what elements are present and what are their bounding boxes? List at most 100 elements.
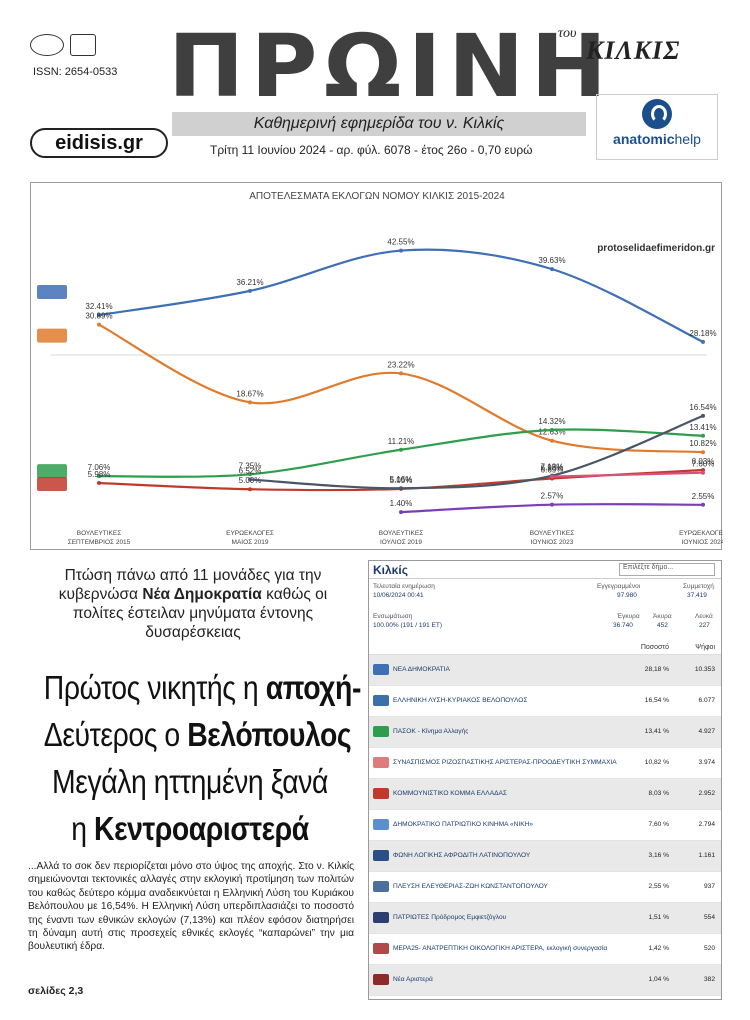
data-point: [399, 510, 403, 515]
table-row[interactable]: ΦΩΝΗ ΛΟΓΙΚΗΣ ΑΦΡΟΔΙΤΗ ΛΑΤΙΝΟΠΟΥΛΟΥ 3,16 %…: [369, 841, 721, 872]
data-point: [248, 477, 252, 482]
results-meta: Τελευταία ενημέρωση 10/06/2024 00:41 Ενσ…: [369, 579, 721, 641]
chart-watermark: protoselidaefimeridon.gr: [597, 243, 715, 254]
party-name: ΕΛΛΗΝΙΚΗ ΛΥΣΗ-ΚΥΡΙΑΚΟΣ ΒΕΛΟΠΟΥΛΟΣ: [393, 697, 528, 704]
data-label: 2.57%: [541, 492, 564, 501]
data-point: [248, 400, 252, 405]
headline-line-1: Πρώτος νικητής η αποχή-: [43, 669, 362, 706]
party-name: ΠΛΕΥΣΗ ΕΛΕΥΘΕΡΙΑΣ-ΖΩΗ ΚΩΝΣΤΑΝΤΟΠΟΥΛΟΥ: [393, 883, 548, 890]
updated-label: Τελευταία ενημέρωση: [373, 583, 435, 590]
masthead: ISSN: 2654-0533 ΠΡΩΙΝΗ του ΚΙΛΚΙΣ Καθημε…: [0, 0, 750, 176]
party-percentage: 28,18 %: [644, 666, 669, 673]
valid-value: 36.740: [613, 622, 633, 629]
data-point: [701, 339, 705, 344]
table-row[interactable]: ΠΑΤΡΙΩΤΕΣ Πρόδρομος Εμφιετζόγλου 1,51 % 55…: [369, 903, 721, 934]
series-line: [98, 323, 704, 454]
party-name: ΠΑΤΡΙΩΤΕΣ Πρόδρομος Εμφιετζόγλου: [393, 914, 507, 921]
sponsor-ad[interactable]: anatomichelp: [596, 94, 718, 160]
data-point: [399, 371, 403, 376]
table-row[interactable]: ΜΕΡΑ25- ΑΝΑΤΡΕΠΤΙΚΗ ΟΙΚΟΛΟΓΙΚΗ ΑΡΙΣΤΕΡΑ,…: [369, 934, 721, 965]
data-point: [701, 450, 705, 455]
x-tick-label: ΣΕΠΤΕΜΒΡΙΟΣ 2015: [68, 539, 131, 546]
party-percentage: 8,03 %: [648, 790, 669, 797]
blank-label: Λευκά: [695, 613, 713, 620]
registered-value: 97.980: [617, 592, 637, 599]
party-percentage: 1,04 %: [648, 976, 669, 983]
website-link[interactable]: eidisis.gr: [30, 128, 168, 158]
article-deck: Πτώση πάνω από 11 μονάδες για την κυβερν…: [58, 567, 328, 641]
anatomichelp-logo-icon: [642, 99, 672, 129]
page-reference: σελίδες 2,3: [28, 985, 84, 997]
party-votes: 382: [703, 976, 715, 983]
data-label: 12.63%: [538, 428, 565, 437]
col-percentage: Ποσοστό: [640, 644, 669, 651]
party-symbol-icon: [373, 974, 389, 985]
party-logo-icon: [37, 285, 67, 300]
party-votes: 6.077: [698, 697, 715, 704]
x-tick-label: ΙΟΥΛΙΟΣ 2019: [380, 539, 422, 546]
table-row[interactable]: ΔΗΜΟΚΡΑΤΕΣ ΑΝΔΡΕΑΣ ΛΟΒΕΡΔΟΣ0,86 %316: [369, 996, 721, 999]
data-label: 32.41%: [85, 302, 112, 311]
data-point: [701, 413, 705, 418]
data-label: 39.63%: [538, 256, 565, 265]
data-point: [701, 502, 705, 507]
data-label: 18.67%: [236, 389, 263, 398]
series-line: [98, 248, 704, 343]
municipality-select[interactable]: Επιλέξτε δήμο...: [619, 563, 715, 576]
table-row[interactable]: ΕΛΛΗΝΙΚΗ ΛΥΣΗ-ΚΥΡΙΑΚΟΣ ΒΕΛΟΠΟΥΛΟΣ 16,54 %…: [369, 686, 721, 717]
data-label: 7.60%: [692, 460, 715, 469]
data-point: [97, 480, 101, 485]
publisher-logo-icon: [30, 34, 64, 56]
association-logo-icon: [70, 34, 96, 56]
party-votes: 554: [703, 914, 715, 921]
data-label: 16.54%: [689, 403, 716, 412]
party-name: ΜΕΡΑ25- ΑΝΑΤΡΕΠΤΙΚΗ ΟΙΚΟΛΟΓΙΚΗ ΑΡΙΣΤΕΡΑ,…: [393, 945, 608, 952]
data-label: 7.13%: [541, 463, 564, 472]
data-label: 11.21%: [388, 437, 415, 446]
table-row[interactable]: ΠΛΕΥΣΗ ΕΛΕΥΘΕΡΙΑΣ-ΖΩΗ ΚΩΝΣΤΑΝΤΟΠΟΥΛΟΥ 2,5…: [369, 872, 721, 903]
data-label: 7.06%: [88, 463, 111, 472]
data-point: [399, 486, 403, 491]
results-columns: Ποσοστό Ψήφοι: [369, 641, 721, 655]
tagline: Καθημερινή εφημερίδα του ν. Κιλκίς: [172, 112, 586, 136]
x-tick-label: ΙΟΥΝΙΟΣ 2024: [682, 539, 723, 546]
data-label: 6.98%: [541, 464, 564, 473]
updated-value: 10/06/2024 00:41: [373, 592, 424, 599]
table-row[interactable]: ΠΑΣΟΚ - Κίνημα Αλλαγής 13,41 % 4.927: [369, 717, 721, 748]
party-percentage: 13,41 %: [644, 728, 669, 735]
data-label: 23.22%: [387, 360, 414, 369]
sponsor-name: anatomichelp: [613, 131, 701, 147]
data-label: 28.18%: [689, 329, 716, 338]
table-row[interactable]: ΚΟΜΜΟΥΝΙΣΤΙΚΟ ΚΟΜΜΑ ΕΛΛΑΔΑΣ 8,03 % 2.952: [369, 779, 721, 810]
results-header: Κιλκίς Επιλέξτε δήμο...: [369, 561, 721, 579]
x-tick-label: ΙΟΥΝΙΟΣ 2023: [531, 539, 574, 546]
newspaper-title: ΠΡΩΙΝΗ: [168, 17, 614, 117]
data-point: [701, 433, 705, 438]
data-point: [97, 474, 101, 479]
party-name: ΚΟΜΜΟΥΝΙΣΤΙΚΟ ΚΟΜΜΑ ΕΛΛΑΔΑΣ: [393, 790, 507, 797]
party-percentage: 7,60 %: [648, 821, 669, 828]
results-place: Κιλκίς: [373, 563, 408, 577]
party-percentage: 10,82 %: [644, 759, 669, 766]
table-row[interactable]: ΝΕΑ ΔΗΜΟΚΡΑΤΙΑ 28,18 % 10.353: [369, 655, 721, 686]
party-symbol-icon: [373, 819, 389, 830]
party-logo-icon: [37, 476, 67, 491]
party-votes: 3.974: [698, 759, 715, 766]
reported-label: Ενσωμάτωση: [373, 613, 413, 620]
x-tick-label: ΕΥΡΩΕΚΛΟΓΕΣ: [226, 530, 274, 537]
party-name: ΣΥΝΑΣΠΙΣΜΟΣ ΡΙΖΟΣΠΑΣΤΙΚΗΣ ΑΡΙΣΤΕΡΑΣ-ΠΡΟΟ…: [393, 759, 617, 766]
data-label: 13.41%: [689, 423, 716, 432]
party-votes: 937: [703, 883, 715, 890]
chart-title: ΑΠΟΤΕΛΕΣΜΑΤΑ ΕΚΛΟΓΩΝ ΝΟΜΟΥ ΚΙΛΚΙΣ 2015-2…: [249, 191, 505, 202]
table-row[interactable]: ΔΗΜΟΚΡΑΤΙΚΟ ΠΑΤΡΙΩΤΙΚΟ ΚΙΝΗΜΑ «ΝΙΚΗ» 7,60…: [369, 810, 721, 841]
table-row[interactable]: ΣΥΝΑΣΠΙΣΜΟΣ ΡΙΖΟΣΠΑΣΤΙΚΗΣ ΑΡΙΣΤΕΡΑΣ-ΠΡΟΟ…: [369, 748, 721, 779]
table-row[interactable]: Νέα Αριστερά 1,04 % 382: [369, 965, 721, 996]
party-percentage: 1,42 %: [648, 945, 669, 952]
x-tick-label: ΒΟΥΛΕΥΤΙΚΕΣ: [379, 530, 424, 537]
party-votes: 10.353: [694, 666, 715, 673]
turnout-label: Συμμετοχή: [683, 583, 714, 590]
data-point: [97, 313, 101, 318]
data-label: 6.52%: [239, 467, 262, 476]
party-symbol-icon: [373, 850, 389, 861]
x-tick-label: ΜΑΙΟΣ 2019: [232, 539, 269, 546]
